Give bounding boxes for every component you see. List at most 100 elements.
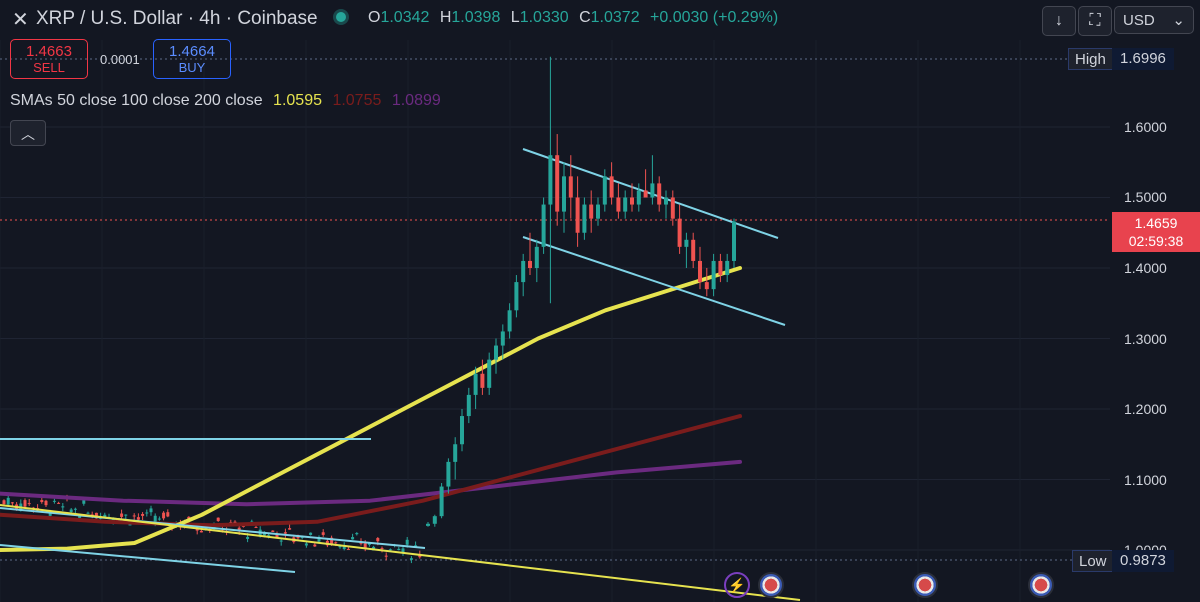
- candle-body: [40, 500, 44, 503]
- high-tag-label: High: [1068, 48, 1113, 70]
- candle-body: [623, 197, 628, 212]
- us-flag-event-icon[interactable]: [1028, 572, 1054, 598]
- sell-label: SELL: [33, 60, 65, 75]
- candle-body: [664, 197, 668, 205]
- candle-body: [10, 502, 14, 504]
- sell-button[interactable]: 1.4663 SELL: [10, 39, 88, 79]
- countdown-value: 02:59:38: [1128, 233, 1184, 249]
- candle-body: [23, 500, 27, 507]
- buy-button[interactable]: 1.4664 BUY: [153, 39, 231, 79]
- candle-body: [78, 516, 82, 518]
- last-price-tag: 1.4659 02:59:38: [1112, 212, 1200, 252]
- ohlc-readout: O1.0342 H1.0398 L1.0330 C1.0372 +0.0030 …: [362, 9, 778, 27]
- candle-body: [409, 558, 413, 560]
- y-tick-label: 1.1000: [1124, 472, 1167, 488]
- last-price-value: 1.4659: [1134, 215, 1178, 231]
- y-tick-label: 1.5000: [1124, 189, 1167, 205]
- candle-body: [52, 500, 56, 502]
- sma-lines: [0, 266, 742, 552]
- low-label: L: [510, 9, 520, 26]
- candle-body: [128, 524, 132, 526]
- sma100-line: [0, 414, 742, 528]
- low-tag-value: 0.9873: [1112, 550, 1174, 572]
- candle-body: [541, 204, 546, 247]
- candle-body: [643, 190, 648, 198]
- candle-body: [351, 537, 355, 540]
- buy-price: 1.4664: [169, 43, 215, 60]
- old-upper-trendline: [0, 507, 426, 549]
- spread-value: 0.0001: [100, 52, 140, 67]
- candle-body: [246, 536, 250, 539]
- candle-body: [602, 176, 607, 205]
- candle-body: [57, 502, 61, 504]
- candle-body: [149, 508, 153, 513]
- candle-body: [514, 282, 519, 311]
- low-tag-label: Low: [1072, 550, 1114, 572]
- candle-body: [44, 500, 48, 506]
- high-tag-value: 1.6996: [1112, 48, 1174, 70]
- us-flag-event-icon[interactable]: [758, 572, 784, 598]
- sell-price: 1.4663: [26, 43, 72, 60]
- lightning-event-icon[interactable]: ⚡: [724, 572, 750, 598]
- candle-body: [309, 532, 313, 535]
- long-yellow-trendline: [0, 504, 801, 601]
- candle-body: [86, 512, 90, 514]
- candle-body: [575, 197, 580, 233]
- candle-body: [61, 506, 65, 508]
- candle-body: [380, 548, 384, 550]
- candle-body: [103, 514, 107, 517]
- candle-body: [494, 345, 498, 360]
- symbol-title[interactable]: XRP / U.S. Dollar · 4h · Coinbase: [36, 8, 318, 29]
- candle-body: [426, 523, 430, 526]
- y-tick-label: 1.2000: [1124, 401, 1167, 417]
- candle-body: [698, 260, 702, 283]
- candle-body: [568, 176, 573, 198]
- chevron-down-icon: ⌄: [1172, 12, 1185, 29]
- candle-body: [548, 155, 553, 205]
- candle-body: [199, 530, 203, 533]
- candle-body: [684, 239, 689, 247]
- candle-body: [153, 515, 157, 524]
- candle-body: [704, 282, 709, 290]
- candle-body: [279, 540, 283, 542]
- currency-selector[interactable]: USD ⌄: [1114, 6, 1194, 34]
- candle-body: [241, 525, 245, 527]
- close-icon[interactable]: ✕: [12, 9, 29, 31]
- high-value: 1.0398: [451, 9, 501, 26]
- candle-body: [466, 394, 471, 417]
- us-flag-event-icon[interactable]: [912, 572, 938, 598]
- candle-body: [48, 512, 52, 516]
- candle-body: [528, 260, 532, 268]
- candle-body: [555, 155, 560, 212]
- candle-body: [69, 509, 73, 513]
- buy-label: BUY: [178, 60, 206, 75]
- download-arrow-icon[interactable]: ↓: [1042, 6, 1076, 36]
- sma-legend[interactable]: SMAs 50 close 100 close 200 close 1.0595…: [10, 92, 441, 110]
- candle-body: [132, 515, 136, 517]
- candle-body: [342, 545, 346, 550]
- candle-body: [609, 176, 614, 198]
- y-tick-label: 1.6000: [1124, 119, 1167, 135]
- candle-body: [157, 518, 161, 520]
- sma100-value: 1.0755: [332, 92, 382, 109]
- low-value: 1.0330: [519, 9, 569, 26]
- candle-body: [363, 543, 367, 549]
- sma50-value: 1.0595: [273, 92, 322, 109]
- open-value: 1.0342: [380, 9, 430, 26]
- collapse-legend-button[interactable]: ︿: [10, 120, 46, 146]
- lower-channel-line: [522, 236, 786, 326]
- candle-body: [732, 221, 736, 261]
- candle-body: [317, 537, 321, 542]
- candle-body: [355, 533, 359, 535]
- candle-body: [562, 176, 566, 212]
- candle-body: [330, 537, 334, 545]
- candle-body: [521, 260, 526, 283]
- candle-body: [216, 517, 220, 521]
- candle-body: [460, 416, 464, 445]
- sma50-line: [0, 266, 742, 552]
- fullscreen-icon[interactable]: ⛶: [1078, 6, 1112, 36]
- candle-body: [473, 373, 478, 395]
- candle-body: [439, 486, 444, 517]
- open-label: O: [368, 9, 381, 26]
